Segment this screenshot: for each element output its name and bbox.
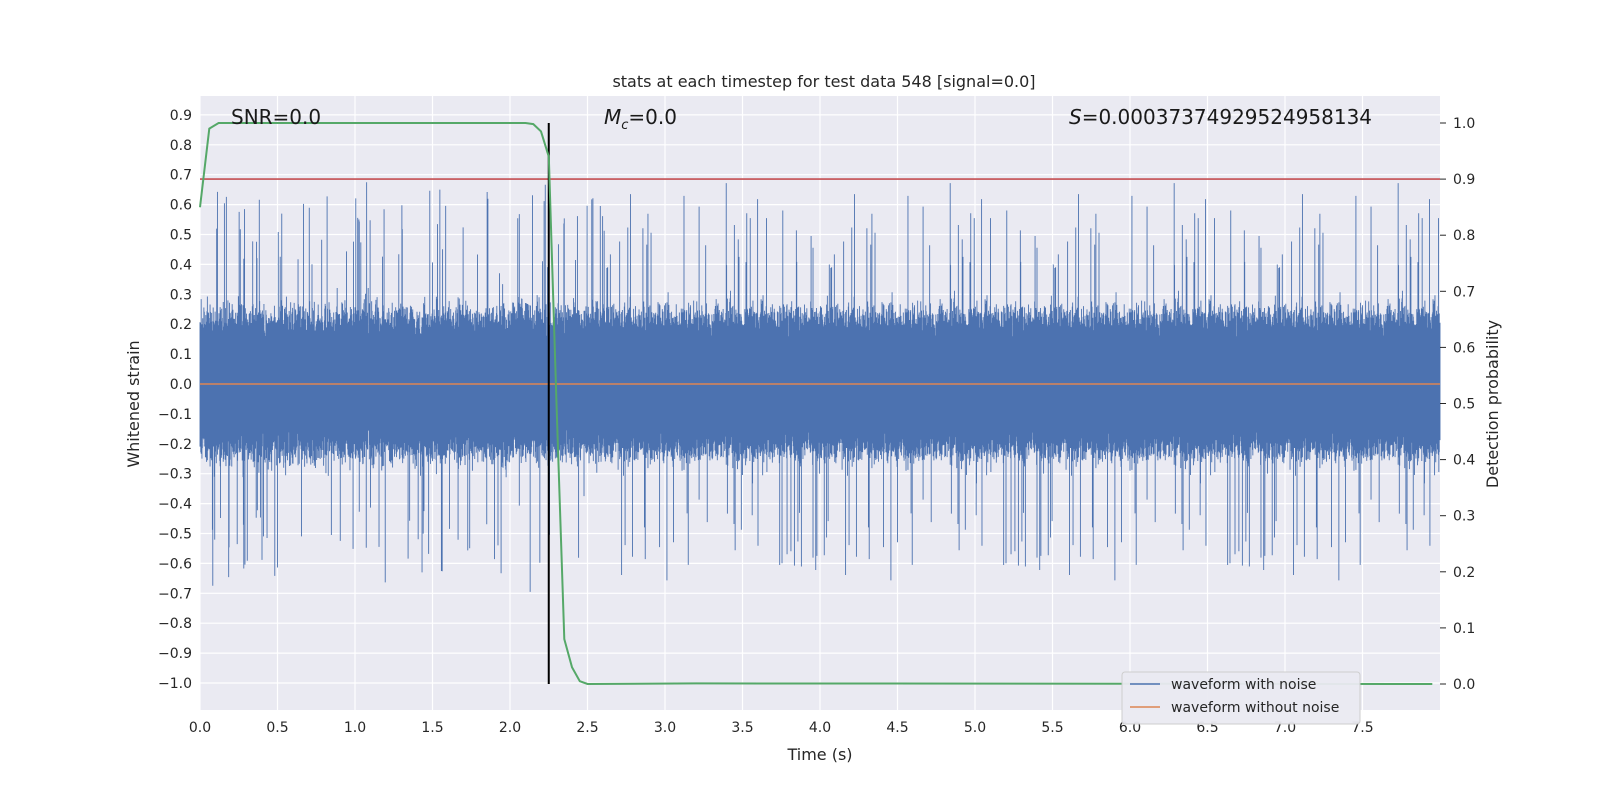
y-tick-label: −0.2 — [158, 437, 192, 453]
s-annotation: S=0.00037374929524958134 — [1069, 105, 1372, 129]
s-symbol: S — [1069, 105, 1082, 129]
legend-label-clean: waveform without noise — [1171, 700, 1339, 716]
y2-tick-label: 0.4 — [1453, 453, 1475, 469]
x-tick-label: 1.5 — [421, 720, 443, 736]
mc-subscript: c — [621, 118, 628, 133]
y2-tick-label: 0.2 — [1453, 565, 1475, 581]
y-tick-label: −0.1 — [158, 407, 192, 423]
y-tick-label: 0.2 — [170, 317, 192, 333]
y-tick-label: 0.7 — [170, 168, 192, 184]
y-tick-label: 0.0 — [170, 377, 192, 393]
y2-tick-label: 0.6 — [1453, 340, 1475, 356]
overlay-series — [199, 122, 1440, 686]
y2-tick-label: 0.1 — [1453, 621, 1475, 637]
y-tick-label: −0.7 — [158, 586, 192, 602]
x-tick-label: 3.0 — [654, 720, 676, 736]
mc-value: =0.0 — [628, 105, 677, 129]
y-tick-label: 0.6 — [170, 198, 192, 214]
y-tick-label: 0.4 — [170, 257, 192, 273]
y2-axis-ticks: 1.0 0.9 0.8 0.7 0.6 0.5 0.4 0.3 0.2 0.1 0.0 — [1440, 116, 1475, 693]
y2-tick-label: 0.7 — [1453, 284, 1475, 300]
y2-tick-label: 0.8 — [1453, 228, 1475, 244]
y2-axis-label: Detection probability — [1483, 320, 1502, 488]
legend-label-noise: waveform with noise — [1171, 677, 1316, 693]
mc-annotation: Mc=0.0 — [604, 105, 677, 133]
y-tick-label: 0.5 — [170, 228, 192, 244]
detection-probability-line — [199, 122, 1433, 686]
x-tick-label: 5.5 — [1041, 720, 1063, 736]
y2-tick-label: 0.3 — [1453, 509, 1475, 525]
x-tick-label: 0.0 — [189, 720, 211, 736]
y2-tick-label: 0.5 — [1453, 397, 1475, 413]
y2-tick-label: 0.0 — [1453, 677, 1475, 693]
x-tick-label: 4.0 — [809, 720, 831, 736]
y-axis-ticks: 0.9 0.8 0.7 0.6 0.5 0.4 0.3 0.2 0.1 0.0 −0.1 −0.2 −0… — [158, 108, 192, 692]
x-tick-label: 0.5 — [266, 720, 288, 736]
y-tick-label: 0.3 — [170, 287, 192, 303]
y-tick-label: −0.5 — [158, 527, 192, 543]
x-tick-label: 5.0 — [964, 720, 986, 736]
x-tick-label: 2.0 — [499, 720, 521, 736]
s-value: =0.00037374929524958134 — [1082, 105, 1372, 129]
mc-symbol: M — [604, 105, 621, 129]
y-tick-label: −0.8 — [158, 616, 192, 632]
y-tick-label: −1.0 — [158, 676, 192, 692]
y-tick-label: 0.9 — [170, 108, 192, 124]
y-tick-label: −0.6 — [158, 556, 192, 572]
x-tick-label: 3.5 — [731, 720, 753, 736]
y2-tick-label: 0.9 — [1453, 172, 1475, 188]
chart-title: stats at each timestep for test data 548… — [612, 72, 1035, 91]
y-axis-label: Whitened strain — [124, 340, 143, 467]
y2-tick-label: 1.0 — [1453, 116, 1475, 132]
x-tick-label: 2.5 — [576, 720, 598, 736]
y-tick-label: −0.4 — [158, 497, 192, 513]
x-tick-label: 1.0 — [344, 720, 366, 736]
y-tick-label: −0.9 — [158, 646, 192, 662]
x-axis-label: Time (s) — [786, 745, 852, 764]
x-tick-label: 4.5 — [886, 720, 908, 736]
y-tick-label: 0.1 — [170, 347, 192, 363]
legend: waveform with noise waveform without noi… — [1121, 671, 1361, 725]
y-tick-label: 0.8 — [170, 138, 192, 154]
snr-annotation: SNR=0.0 — [231, 105, 321, 129]
legend-box — [1121, 671, 1361, 725]
y-tick-label: −0.3 — [158, 467, 192, 483]
